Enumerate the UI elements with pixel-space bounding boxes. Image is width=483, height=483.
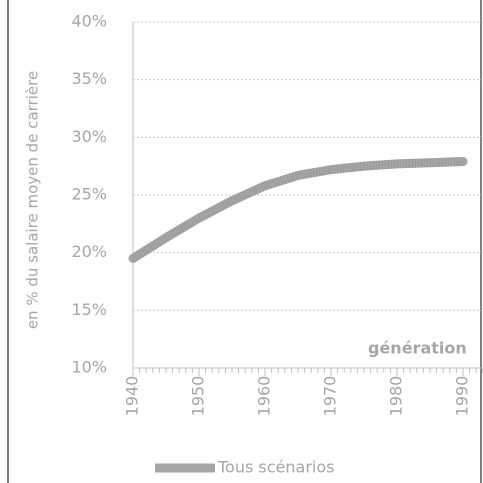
legend-label: Tous scénarios: [217, 458, 334, 477]
y-tick-label: 25%: [71, 185, 107, 204]
y-tick-label: 30%: [71, 127, 107, 146]
y-tick-label: 10%: [71, 358, 107, 377]
y-tick-label: 20%: [71, 242, 107, 261]
x-tick-label: 1950: [189, 376, 208, 417]
x-tick-label: 1960: [255, 376, 274, 417]
x-tick-label: 1980: [387, 376, 406, 417]
x-tick-label: 1970: [321, 376, 340, 417]
y-tick-label: 35%: [71, 69, 107, 88]
y-tick-label: 40%: [71, 12, 107, 31]
y-axis-label: en % du salaire moyen de carrière: [24, 71, 42, 329]
annotation: génération: [368, 339, 467, 358]
data-line: [128, 157, 468, 263]
y-tick-label: 15%: [71, 300, 107, 319]
x-tick-label: 1990: [453, 376, 472, 417]
x-tick-label: 1940: [123, 376, 142, 417]
